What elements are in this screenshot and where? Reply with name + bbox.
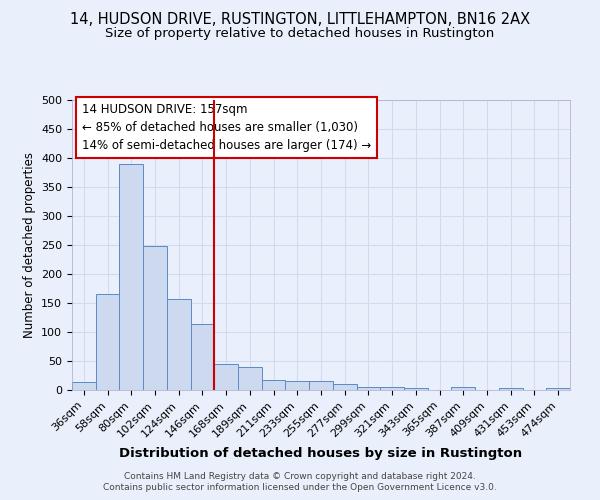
Bar (262, 380, 286, 390)
Bar (214, 364, 238, 390)
Bar (143, 246, 167, 390)
Bar (286, 382, 309, 390)
Bar (167, 299, 191, 390)
Bar (499, 388, 523, 390)
Bar (546, 388, 570, 390)
Text: Size of property relative to detached houses in Rustington: Size of property relative to detached ho… (106, 28, 494, 40)
Bar (333, 384, 356, 390)
Bar (119, 164, 143, 390)
Y-axis label: Number of detached properties: Number of detached properties (23, 152, 35, 338)
Bar (309, 382, 333, 390)
Bar (191, 324, 214, 390)
Bar (404, 388, 428, 390)
Bar (238, 367, 262, 390)
Text: 14 HUDSON DRIVE: 157sqm
← 85% of detached houses are smaller (1,030)
14% of semi: 14 HUDSON DRIVE: 157sqm ← 85% of detache… (82, 103, 371, 152)
Bar (96, 294, 119, 390)
Bar (451, 386, 475, 390)
Text: 14, HUDSON DRIVE, RUSTINGTON, LITTLEHAMPTON, BN16 2AX: 14, HUDSON DRIVE, RUSTINGTON, LITTLEHAMP… (70, 12, 530, 28)
Bar (380, 387, 404, 390)
X-axis label: Distribution of detached houses by size in Rustington: Distribution of detached houses by size … (119, 447, 523, 460)
Bar (72, 382, 96, 390)
Bar (356, 386, 380, 390)
Text: Contains HM Land Registry data © Crown copyright and database right 2024.
Contai: Contains HM Land Registry data © Crown c… (103, 472, 497, 492)
